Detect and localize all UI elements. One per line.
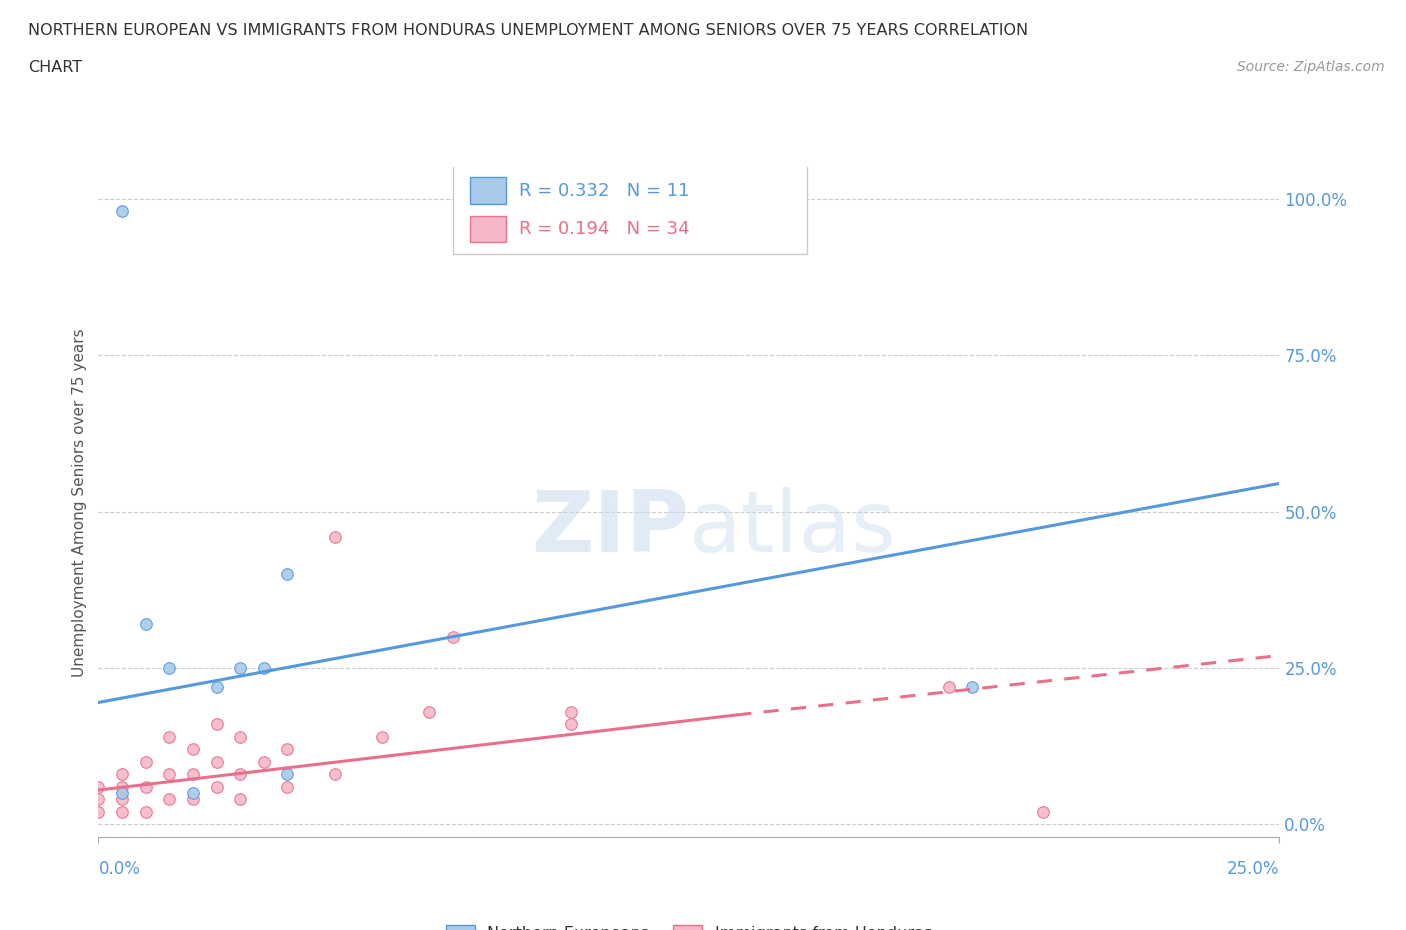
Point [111, 767, 134, 782]
Point [111, 204, 134, 219]
Text: ZIP: ZIP [531, 487, 689, 570]
Point [111, 786, 134, 801]
Point [157, 729, 180, 744]
Legend: Northern Europeans, Immigrants from Honduras: Northern Europeans, Immigrants from Hond… [440, 918, 938, 930]
Y-axis label: Unemployment Among Seniors over 75 years: Unemployment Among Seniors over 75 years [72, 328, 87, 676]
Point [276, 779, 298, 794]
Point [135, 804, 157, 819]
Point [181, 767, 204, 782]
Point [229, 792, 252, 807]
Text: R = 0.194   N = 34: R = 0.194 N = 34 [519, 220, 689, 238]
Point [135, 617, 157, 631]
FancyBboxPatch shape [453, 164, 807, 255]
Point [111, 779, 134, 794]
Point [229, 729, 252, 744]
Point [181, 792, 204, 807]
Point [938, 680, 960, 695]
Point [1032, 804, 1054, 819]
Point [560, 717, 582, 732]
Point [441, 630, 464, 644]
Point [135, 754, 157, 769]
Bar [471, 216, 506, 243]
Point [962, 680, 984, 695]
Point [205, 680, 228, 695]
Point [253, 754, 276, 769]
Text: atlas: atlas [689, 487, 897, 570]
Point [135, 779, 157, 794]
Point [276, 742, 298, 757]
Text: R = 0.332   N = 11: R = 0.332 N = 11 [519, 182, 689, 200]
Text: Source: ZipAtlas.com: Source: ZipAtlas.com [1237, 60, 1385, 74]
Point [323, 767, 346, 782]
Point [371, 729, 394, 744]
Point [229, 660, 252, 675]
Point [253, 660, 276, 675]
Point [157, 767, 180, 782]
Bar [471, 178, 506, 205]
Point [157, 660, 180, 675]
Text: CHART: CHART [28, 60, 82, 75]
Point [157, 792, 180, 807]
Text: NORTHERN EUROPEAN VS IMMIGRANTS FROM HONDURAS UNEMPLOYMENT AMONG SENIORS OVER 75: NORTHERN EUROPEAN VS IMMIGRANTS FROM HON… [28, 23, 1028, 38]
Point [205, 779, 228, 794]
Point [276, 566, 298, 581]
Point [87, 792, 110, 807]
Point [87, 804, 110, 819]
Point [229, 767, 252, 782]
Text: 0.0%: 0.0% [98, 860, 141, 878]
Point [181, 742, 204, 757]
Point [111, 804, 134, 819]
Point [111, 792, 134, 807]
Point [418, 704, 440, 719]
Point [205, 717, 228, 732]
Point [181, 786, 204, 801]
Point [276, 767, 298, 782]
Point [560, 704, 582, 719]
Text: 25.0%: 25.0% [1227, 860, 1279, 878]
Point [323, 529, 346, 544]
Point [205, 754, 228, 769]
Point [87, 779, 110, 794]
